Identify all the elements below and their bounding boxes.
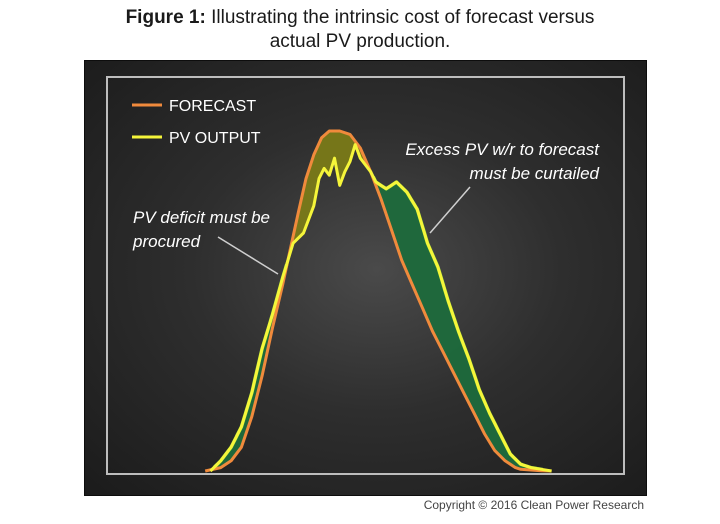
chart-panel: FORECAST PV OUTPUT PV deficit must be procu… [84,60,647,496]
annotation-excess-pointer [429,186,471,234]
pv-forecast-chart: FORECAST PV OUTPUT PV deficit must be procu… [106,76,625,475]
caption-line-2: actual PV production. [269,31,451,52]
forecast-line [204,129,552,473]
copyright-notice: Copyright © 2016 Clean Power Research [423,498,644,512]
legend-pv-output-label: PV OUTPUT [169,130,261,147]
annotation-deficit-line-2: procured [132,232,201,251]
excess-area [373,176,543,471]
legend-forecast-label: FORECAST [169,98,256,115]
excess-edge-line [213,263,289,469]
annotation-deficit-pointer [217,236,279,275]
annotation-excess-line-2: must be curtailed [470,164,600,183]
caption-line-1: Illustrating the intrinsic cost of forec… [211,7,595,28]
pv-output-line [209,143,552,473]
excess-area [214,264,287,469]
caption-label: Figure 1: [125,7,206,28]
annotation-deficit-line-1: PV deficit must be [133,208,270,227]
figure-caption: Figure 1: Illustrating the intrinsic cos… [0,6,720,54]
annotation-excess-line-1: Excess PV w/r to forecast [405,140,600,159]
plot-frame [106,76,625,475]
